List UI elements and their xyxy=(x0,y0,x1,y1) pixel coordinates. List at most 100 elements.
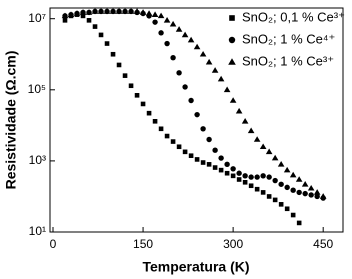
point xyxy=(230,173,236,179)
point xyxy=(169,20,177,27)
point xyxy=(248,174,254,180)
point xyxy=(313,189,321,195)
x-tick-label: 300 xyxy=(223,237,243,251)
point xyxy=(188,153,194,159)
point xyxy=(223,86,231,93)
point xyxy=(145,10,153,16)
point xyxy=(134,93,140,98)
point xyxy=(157,12,165,19)
point xyxy=(241,118,249,124)
point xyxy=(218,167,224,173)
point xyxy=(158,126,164,132)
point xyxy=(182,84,188,90)
point xyxy=(67,11,75,17)
point xyxy=(278,181,284,187)
point xyxy=(200,160,206,165)
point xyxy=(164,40,170,47)
point xyxy=(265,148,273,155)
point xyxy=(236,177,242,182)
y-axis-title: Resistividade (Ω.cm) xyxy=(3,51,19,190)
point xyxy=(206,136,212,143)
y-tick-label: 10³ xyxy=(29,153,46,167)
point xyxy=(284,184,290,191)
point xyxy=(211,67,219,73)
y-tick-label: 10⁵ xyxy=(28,82,46,96)
point xyxy=(110,51,116,57)
x-tick-label: 150 xyxy=(133,237,153,251)
point xyxy=(260,190,266,195)
point xyxy=(242,180,248,185)
legend-label: SnO₂; 1 % Ce³⁺ xyxy=(242,53,334,68)
point xyxy=(163,17,171,23)
point xyxy=(271,154,279,161)
point xyxy=(199,50,207,57)
point xyxy=(86,18,92,23)
point xyxy=(302,190,308,197)
y-tick-label: 10⁷ xyxy=(28,11,46,25)
y-tick-label: 10¹ xyxy=(29,224,46,238)
point xyxy=(103,8,111,14)
x-tick-label: 0 xyxy=(50,237,57,251)
point xyxy=(73,10,81,16)
point xyxy=(314,193,320,200)
point xyxy=(235,107,243,114)
point xyxy=(164,133,170,139)
point xyxy=(212,147,218,153)
x-tick-label: 450 xyxy=(313,237,333,251)
point xyxy=(212,165,218,170)
point xyxy=(308,192,314,198)
point xyxy=(188,97,194,104)
point xyxy=(109,8,117,14)
point xyxy=(224,161,230,168)
point xyxy=(307,184,315,191)
point xyxy=(176,70,182,76)
point xyxy=(278,202,284,207)
point xyxy=(229,15,235,21)
point xyxy=(254,186,260,192)
point xyxy=(181,31,189,38)
point xyxy=(272,177,278,184)
point xyxy=(283,166,291,173)
point xyxy=(229,97,237,103)
point xyxy=(61,12,69,19)
point xyxy=(121,8,129,14)
point xyxy=(296,220,302,226)
point xyxy=(115,8,123,14)
x-axis-title: Temperatura (K) xyxy=(142,259,249,275)
point xyxy=(301,180,309,187)
point xyxy=(248,183,254,189)
point xyxy=(290,187,296,193)
point xyxy=(170,54,176,61)
point xyxy=(272,197,278,203)
point xyxy=(91,8,99,14)
point xyxy=(266,174,272,180)
point xyxy=(266,194,272,199)
point xyxy=(127,8,135,14)
point xyxy=(284,206,290,212)
point xyxy=(139,9,147,15)
point xyxy=(176,144,182,150)
point xyxy=(218,155,224,161)
point xyxy=(80,13,86,19)
point xyxy=(242,173,248,179)
point xyxy=(128,83,134,89)
plot-frame xyxy=(49,7,344,233)
point xyxy=(260,173,266,179)
legend-label: SnO₂; 0,1 % Ce³⁺ xyxy=(242,9,345,24)
point xyxy=(146,110,152,116)
point xyxy=(98,32,104,38)
point xyxy=(104,41,110,46)
point xyxy=(116,62,122,68)
point xyxy=(228,36,236,44)
point xyxy=(205,58,213,65)
point xyxy=(187,36,195,43)
point xyxy=(224,170,230,176)
point xyxy=(253,136,261,142)
point xyxy=(175,26,183,32)
point xyxy=(290,212,296,218)
point xyxy=(62,18,68,23)
point xyxy=(236,170,242,176)
point xyxy=(228,58,236,65)
point xyxy=(200,126,206,132)
legend-label: SnO₂; 1 % Ce⁴⁺ xyxy=(242,31,335,46)
